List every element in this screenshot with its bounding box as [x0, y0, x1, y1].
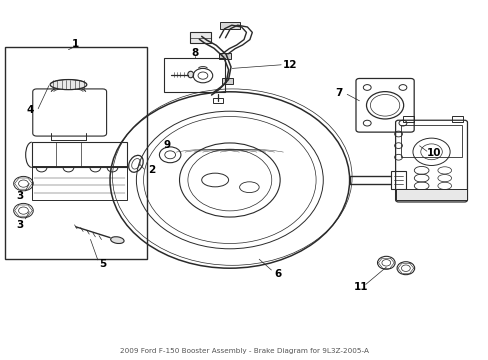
Text: 9: 9 [163, 140, 170, 150]
Text: 2: 2 [148, 165, 155, 175]
Text: 7: 7 [334, 88, 342, 98]
Bar [212, 98, 223, 103]
Text: 10: 10 [426, 148, 441, 158]
Bar [163, 58, 224, 92]
Bar [451, 116, 462, 122]
Bar [403, 116, 413, 122]
Text: 3: 3 [16, 220, 23, 230]
Bar [220, 22, 239, 29]
Text: 2009 Ford F-150 Booster Assembly - Brake Diagram for 9L3Z-2005-A: 2009 Ford F-150 Booster Assembly - Brake… [120, 348, 368, 354]
Bar [32, 166, 127, 200]
Text: 11: 11 [353, 282, 367, 292]
Text: 4: 4 [26, 105, 34, 115]
Bar [221, 78, 233, 84]
Bar [400, 125, 461, 157]
Text: 1: 1 [72, 39, 79, 49]
Text: 3: 3 [16, 191, 23, 201]
Bar [219, 53, 230, 59]
Text: 12: 12 [282, 60, 297, 70]
Bar [5, 47, 146, 259]
Ellipse shape [50, 80, 87, 90]
Text: 6: 6 [274, 269, 281, 279]
Bar [395, 189, 466, 200]
Bar [189, 32, 211, 43]
Text: 5: 5 [99, 258, 106, 269]
Ellipse shape [110, 237, 124, 243]
Ellipse shape [187, 71, 193, 78]
Text: 8: 8 [191, 48, 198, 58]
Bar [390, 171, 405, 189]
Bar [32, 142, 127, 167]
